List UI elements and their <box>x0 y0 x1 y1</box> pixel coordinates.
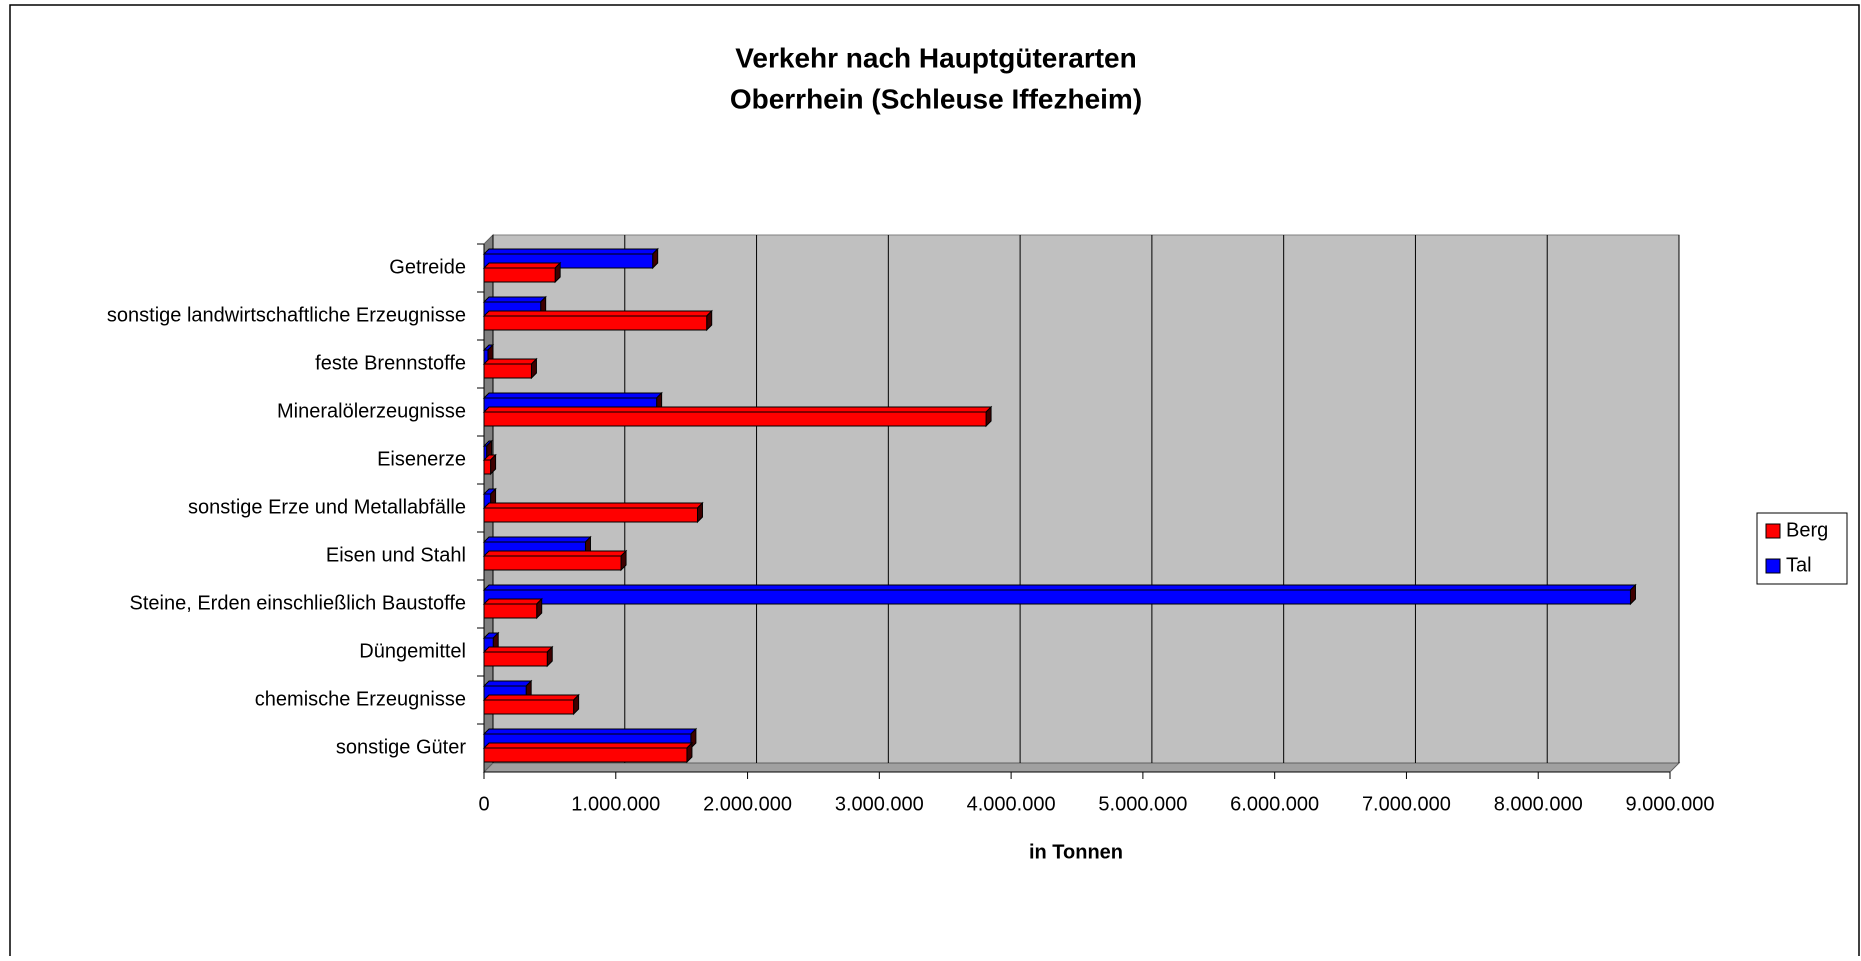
bar <box>483 747 688 763</box>
bar <box>483 507 698 523</box>
bar-top <box>482 680 533 687</box>
x-axis-title: in Tonnen <box>1029 841 1123 863</box>
bar-top <box>482 248 659 255</box>
bar <box>483 267 556 283</box>
x-tick-label: 7.000.000 <box>1362 793 1451 815</box>
bar-top <box>482 584 1637 591</box>
legend-swatch <box>1765 523 1781 539</box>
x-tick-label: 1.000.000 <box>571 793 660 815</box>
floor <box>482 762 1681 773</box>
bar-top <box>482 358 538 365</box>
bar <box>483 411 987 427</box>
bar <box>483 315 708 331</box>
chart-subtitle: Oberrhein (Schleuse Iffezheim) <box>730 83 1142 114</box>
bar <box>483 603 538 619</box>
x-tick-label: 2.000.000 <box>703 793 792 815</box>
bar-top <box>482 728 698 735</box>
bar-top <box>482 406 993 413</box>
x-tick-label: 8.000.000 <box>1494 793 1583 815</box>
x-tick-label: 0 <box>478 793 489 815</box>
y-tick-label: Eisenerze <box>377 448 466 470</box>
y-tick-label: Düngemittel <box>359 640 466 662</box>
x-tick-label: 3.000.000 <box>835 793 924 815</box>
bar-top <box>482 742 694 749</box>
bar-top <box>482 550 628 557</box>
bar-top <box>482 310 713 317</box>
y-tick-label: sonstige landwirtschaftliche Erzeugnisse <box>107 304 466 326</box>
bar <box>483 651 548 667</box>
bar-top <box>482 392 663 399</box>
bar-top <box>482 296 547 303</box>
bar-top <box>482 598 543 605</box>
chart-title: Verkehr nach Hauptgüterarten <box>735 42 1136 73</box>
y-tick-label: Mineralölerzeugnisse <box>277 400 466 422</box>
x-tick-label: 5.000.000 <box>1098 793 1187 815</box>
bar-top <box>482 646 554 653</box>
y-tick-label: sonstige Güter <box>336 736 466 758</box>
bar-top <box>482 502 704 509</box>
x-tick-label: 4.000.000 <box>967 793 1056 815</box>
y-tick-label: Getreide <box>389 256 466 278</box>
bar <box>483 699 575 715</box>
x-tick-label: 9.000.000 <box>1626 793 1715 815</box>
bar-top <box>482 262 562 269</box>
legend-label: Tal <box>1786 554 1812 576</box>
bar-top <box>482 694 580 701</box>
bar <box>483 459 492 475</box>
y-tick-label: sonstige Erze und Metallabfälle <box>188 496 466 518</box>
bar <box>483 589 1631 605</box>
y-tick-label: Steine, Erden einschließlich Baustoffe <box>130 592 467 614</box>
bar <box>483 555 622 571</box>
y-tick-label: chemische Erzeugnisse <box>255 688 466 710</box>
bar <box>483 363 532 379</box>
y-tick-label: Eisen und Stahl <box>326 544 466 566</box>
x-tick-label: 6.000.000 <box>1230 793 1319 815</box>
legend-swatch <box>1765 558 1781 574</box>
y-tick-label: feste Brennstoffe <box>315 352 466 374</box>
bar-top <box>482 536 592 543</box>
legend-label: Berg <box>1786 519 1828 541</box>
